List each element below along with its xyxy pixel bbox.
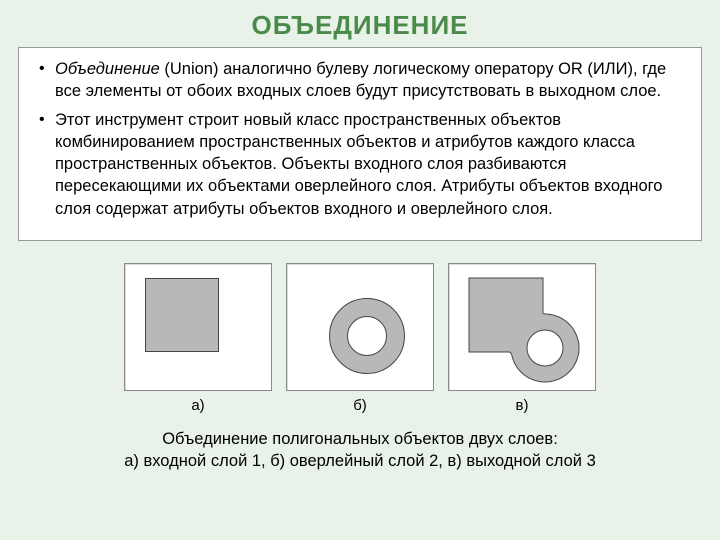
figure-b-cell: б) xyxy=(286,263,434,414)
bullet-item-1: Объединение (Union) аналогично булеву ло… xyxy=(33,58,687,103)
figure-c-union-path xyxy=(469,278,579,382)
figure-c-svg xyxy=(449,264,597,392)
bullet-list: Объединение (Union) аналогично булеву ло… xyxy=(33,58,687,220)
bullet-1-lead: Объединение xyxy=(55,60,160,78)
bullet-2-text: Этот инструмент строит новый класс прост… xyxy=(55,111,663,218)
caption-line-1: Объединение полигональных объектов двух … xyxy=(162,430,558,448)
figure-b-label: б) xyxy=(353,397,367,414)
figure-a-cell: а) xyxy=(124,263,272,414)
figure-a-box xyxy=(124,263,272,391)
figure-a-label: а) xyxy=(191,397,204,414)
figure-c-label: в) xyxy=(516,397,529,414)
content-box: Объединение (Union) аналогично булеву ло… xyxy=(18,47,702,241)
figure-b-box xyxy=(286,263,434,391)
figures-row: а) б) в) xyxy=(0,263,720,414)
figure-a-square xyxy=(145,278,219,352)
bullet-item-2: Этот инструмент строит новый класс прост… xyxy=(33,109,687,220)
figure-c-cell: в) xyxy=(448,263,596,414)
caption-line-2: а) входной слой 1, б) оверлейный слой 2,… xyxy=(124,452,596,470)
figure-c-box xyxy=(448,263,596,391)
page-title: ОБЪЕДИНЕНИЕ xyxy=(0,0,720,47)
caption: Объединение полигональных объектов двух … xyxy=(0,428,720,473)
figure-b-inner-hole xyxy=(347,316,387,356)
